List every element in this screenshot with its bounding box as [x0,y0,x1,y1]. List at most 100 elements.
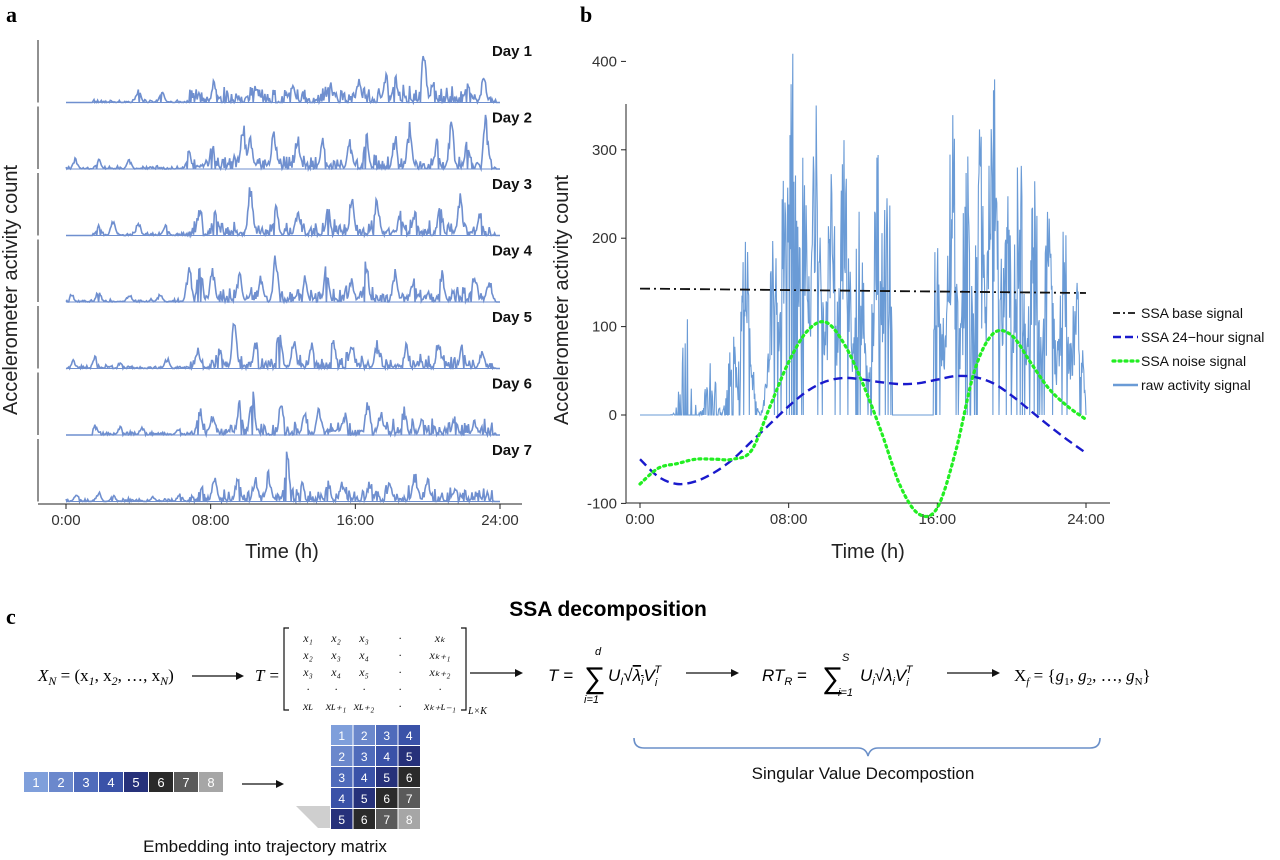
sequence-cell [24,772,48,792]
matrix-cell: x₄ [358,648,369,662]
matrix-cell: x₂ [330,631,341,645]
series-raw-activity [640,53,1087,418]
trajectory-cell [398,767,420,787]
panel-label-b: b [580,2,592,27]
y-tick-label: 400 [592,53,617,70]
trajectory-cell [398,809,420,829]
matrix-cell: xₖ [434,631,446,645]
matrix-cell: · [399,648,402,662]
trajectory-cell-label: 7 [406,792,413,806]
sequence-cell [49,772,73,792]
legend-item: raw activity signal [1113,377,1251,393]
day-activity-trace [65,451,500,505]
trajectory-cell [353,746,375,766]
day-activity-trace [66,187,500,239]
series-ssa-noise [638,320,1088,519]
trajectory-cell [376,788,398,808]
day-activity-trace [65,322,500,372]
matrix-size-label: L×K [467,706,488,717]
matrix-cell: · [335,682,338,696]
matrix-cell: xʟ₊₁ [325,699,347,713]
day-label: Day 5 [492,309,532,326]
matrix-cell: · [307,682,310,696]
legend-item: SSA 24−hour signal [1113,329,1264,345]
trajectory-cell-label: 3 [338,771,345,785]
trajectory-cell [331,725,353,745]
trajectory-cell-label: 4 [338,792,345,806]
x-tick-label: 0:00 [625,511,654,528]
matrix-cell: xₖ₊₁ [429,648,451,662]
trajectory-cell [353,809,375,829]
legend-item: SSA noise signal [1111,353,1246,369]
day-activity-trace [66,391,500,439]
trajectory-cell-label: 7 [383,813,390,827]
trajectory-cell-label: 8 [406,813,413,827]
trajectory-cell-label: 6 [361,813,368,827]
panel-b-series [638,53,1088,519]
sequence-strip: 1 2 3 4 5 6 7 8 [24,772,223,792]
trajectory-cell-label: 4 [383,750,390,764]
trajectory-cell-label: 2 [361,729,368,743]
panel-a-x-ticks: 0:00 08:00 16:00 24:00 [51,504,519,529]
sequence-cell [174,772,198,792]
matrix-cell: · [363,682,366,696]
x-tick-label: 0:00 [51,512,80,529]
trajectory-cell-label: 5 [338,813,345,827]
series-equation: XN = (x1, x2, …, xN) [37,666,174,688]
trajectory-cell [331,746,353,766]
arrow-3 [686,669,739,677]
legend-item: SSA base signal [1113,305,1243,321]
panel-a: a Accelerometer activity count Day 1Day … [0,2,533,563]
sequence-cell [99,772,123,792]
trajectory-cell [398,725,420,745]
trajectory-label: T = [255,666,280,685]
sequence-cell [74,772,98,792]
day-row-3: Day 3 [37,173,532,239]
matrix-cell: x₁ [302,631,313,645]
x-tick-label: 24:00 [481,512,519,529]
reconstruction-equation: RTR = ∑ S i=1 Ui√λiViT [762,652,914,699]
trajectory-cell [353,788,375,808]
svg-text:∑: ∑ [822,662,843,695]
y-tick-label: 100 [592,319,617,336]
trajectory-shadow [296,806,330,828]
day-label: Day 6 [492,376,532,393]
matrix-cell: x₅ [358,665,369,679]
day-row-1: Day 1 [37,40,532,106]
panel-b-x-axis-label: Time (h) [831,541,905,563]
legend-label: SSA 24−hour signal [1141,329,1264,345]
trajectory-cell [398,788,420,808]
trajectory-cell-label: 4 [406,729,413,743]
svd-equation: T = ∑ d i=1 UI√λiViT [548,646,662,706]
panel-a-y-axis-label: Accelerometer activity count [0,165,22,416]
sequence-cell [124,772,148,792]
trajectory-cell-label: 5 [383,771,390,785]
panel-b: b Accelerometer activity count -100 0 100 2… [551,2,1264,563]
trajectory-cell [353,767,375,787]
svd-brace [633,737,1101,757]
svg-text:S: S [842,652,850,664]
trajectory-cell-label: 5 [406,750,413,764]
panel-a-x-axis-label: Time (h) [245,541,319,563]
day-row-2: Day 2 [37,106,532,173]
svg-text:RTR =: RTR = [762,666,807,688]
y-tick-label: 300 [592,142,617,159]
arrow-2 [470,669,523,677]
day-label: Day 3 [492,176,532,193]
trajectory-cell [353,725,375,745]
matrix-cell: xₖ₊₂ [429,665,451,679]
svd-label: Singular Value Decompostion [752,764,975,783]
day-activity-trace [65,114,500,173]
sequence-cell-label: 2 [57,775,64,790]
panel-c: c SSA decomposition XN = (x1, x2, …, xN)… [6,598,1151,856]
trajectory-cell [331,809,353,829]
sequence-cell-label: 7 [182,775,189,790]
trajectory-cell [398,746,420,766]
day-activity-trace [65,255,500,305]
day-row-6: Day 6 [37,372,532,439]
day-label: Day 7 [492,442,532,459]
trajectory-grid: 1 2 3 4 2 3 4 5 3 4 5 6 4 5 6 7 5 6 7 8 [331,725,420,829]
panel-label-a: a [6,2,17,27]
x-tick-label: 16:00 [919,511,957,528]
matrix-cell: xʟ₊₂ [353,699,375,713]
